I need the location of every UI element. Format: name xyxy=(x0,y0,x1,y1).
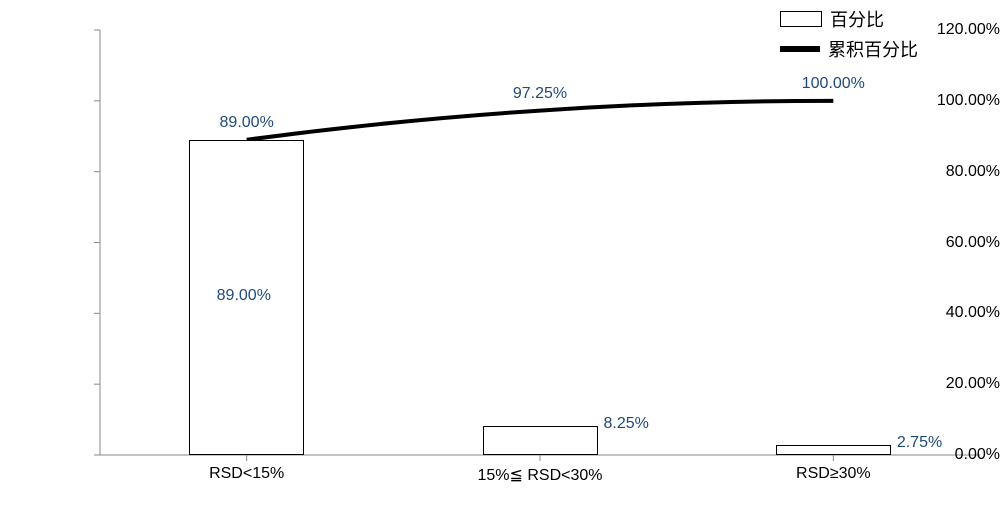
bar-value-label: 89.00% xyxy=(217,287,271,305)
bar xyxy=(483,426,598,455)
y-tick-label: 40.00% xyxy=(912,304,1000,322)
y-tick-label: 100.00% xyxy=(912,92,1000,110)
y-tick-label: 20.00% xyxy=(912,375,1000,393)
line-value-label: 97.25% xyxy=(513,85,567,103)
x-tick-label: RSD≥30% xyxy=(796,465,871,483)
legend: 百分比累积百分比 xyxy=(780,6,918,66)
legend-label: 百分比 xyxy=(830,6,884,32)
bar xyxy=(776,445,891,455)
x-tick-label: RSD<15% xyxy=(209,465,284,483)
pareto-chart: 0.00%20.00%40.00%60.00%80.00%100.00%120.… xyxy=(0,0,1000,511)
line-value-label: 100.00% xyxy=(802,75,865,93)
legend-label: 累积百分比 xyxy=(828,36,918,62)
y-tick-label: 80.00% xyxy=(912,163,1000,181)
legend-bar-swatch xyxy=(780,11,822,27)
x-tick-label: 15%≦ RSD<30% xyxy=(477,465,602,485)
legend-item: 百分比 xyxy=(780,6,918,32)
y-tick-label: 120.00% xyxy=(912,21,1000,39)
bar-value-label: 2.75% xyxy=(897,434,942,452)
cumulative-line xyxy=(247,101,834,140)
y-tick-label: 60.00% xyxy=(912,234,1000,252)
legend-line-swatch xyxy=(780,46,820,52)
legend-item: 累积百分比 xyxy=(780,36,918,62)
line-value-label: 89.00% xyxy=(220,114,274,132)
bar-value-label: 8.25% xyxy=(604,415,649,433)
